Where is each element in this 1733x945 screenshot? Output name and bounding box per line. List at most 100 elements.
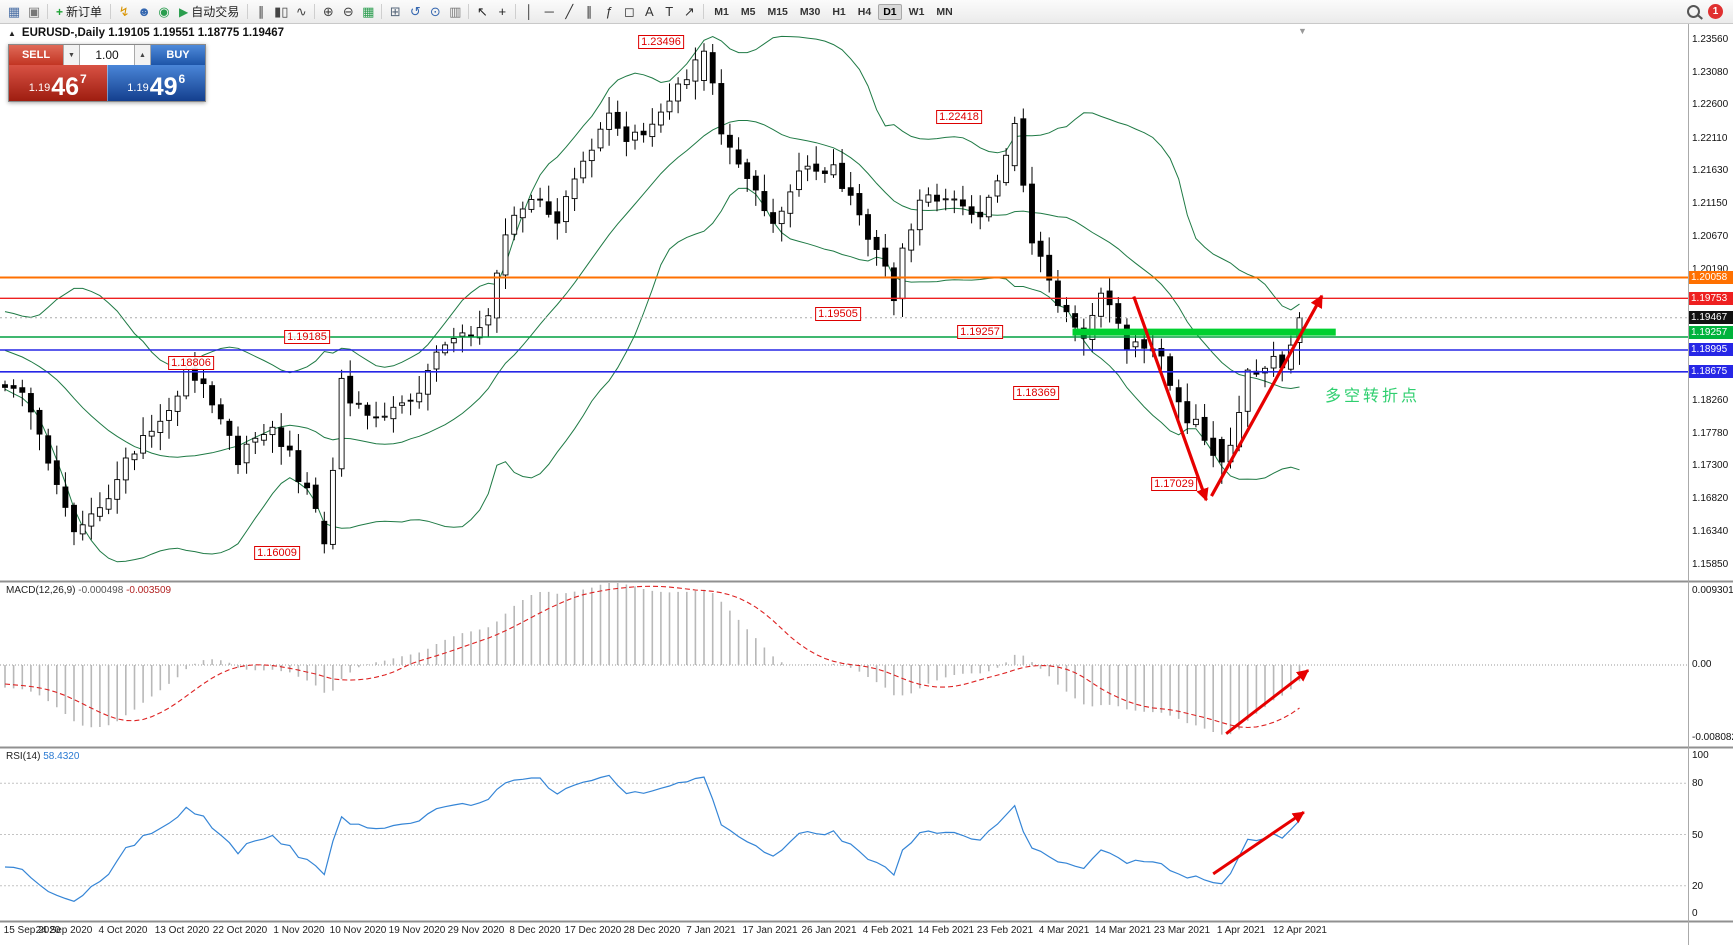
profiles-icon[interactable]: ▣ (27, 4, 41, 19)
cursor-icon[interactable]: ↖ (476, 4, 488, 19)
timeframe-button-h1[interactable]: H1 (832, 5, 846, 18)
macd-scale-label: 0.00 (1692, 659, 1712, 670)
sell-price-button[interactable]: 1.19 46 7 (9, 65, 107, 101)
volume-input[interactable]: 1.00 (80, 45, 134, 65)
macd-scale-label: 0.009301 (1692, 585, 1733, 596)
notification-badge[interactable]: 1 (1708, 4, 1723, 19)
navigator-icon[interactable]: ↺ (409, 4, 421, 19)
volume-down-button[interactable]: ▼ (63, 45, 80, 65)
price-callout-label[interactable]: 1.18806 (168, 356, 214, 370)
tile-windows-icon[interactable]: ⊞ (389, 4, 401, 19)
autotrading-button-icon: ▶ (179, 4, 189, 19)
toolbar-separator (314, 4, 316, 19)
shapes-icon[interactable]: ◻ (623, 4, 635, 19)
timeframe-button-h4[interactable]: H4 (857, 5, 872, 18)
text-icon[interactable]: A (644, 4, 654, 19)
price-callout-label[interactable]: 1.22418 (936, 110, 982, 124)
date-axis-label: 17 Dec 2020 (564, 925, 622, 936)
arrow-tool-icon[interactable]: ↗ (683, 4, 695, 19)
price-scale-badge: 1.19467 (1689, 311, 1733, 324)
chart-graphics (0, 24, 1733, 945)
scroll-end-icon[interactable]: ▼ (1298, 26, 1307, 36)
annotation-text[interactable]: 多空转折点 (1325, 388, 1421, 405)
date-axis-label: 26 Jan 2021 (801, 925, 857, 936)
autotrading-button[interactable]: ▶ 自动交易 (174, 3, 244, 21)
bars-chart-icon[interactable]: ∥ (258, 4, 265, 19)
search-icon[interactable] (1687, 5, 1700, 18)
price-callout-label[interactable]: 1.19257 (957, 325, 1003, 339)
price-callout-label[interactable]: 1.17029 (1151, 477, 1197, 491)
label-icon[interactable]: T (665, 4, 674, 19)
date-axis-label: 12 Apr 2021 (1273, 925, 1327, 936)
buy-button[interactable]: BUY (151, 45, 205, 65)
date-axis-label: 24 Sep 2020 (35, 925, 93, 936)
timeframe-button-w1[interactable]: W1 (908, 5, 925, 18)
rsi-scale-label: 80 (1692, 778, 1704, 789)
date-axis-label: 17 Jan 2021 (742, 925, 798, 936)
price-scale-label: 1.20670 (1692, 231, 1729, 242)
price-callout-label[interactable]: 1.23496 (638, 35, 684, 49)
price-scale-label: 1.20190 (1692, 264, 1729, 275)
toolbar-separator (110, 4, 112, 19)
line-chart-icon[interactable]: ∿ (295, 4, 307, 19)
date-axis-label: 23 Feb 2021 (976, 925, 1034, 936)
volume-up-button[interactable]: ▲ (134, 45, 151, 65)
toolbar-separator (247, 4, 249, 19)
timeframe-button-d1[interactable]: D1 (878, 3, 902, 20)
date-axis-label: 1 Nov 2020 (273, 925, 325, 936)
candles-chart-icon[interactable]: ▮▯ (274, 4, 289, 19)
fibonacci-icon[interactable]: ƒ (605, 4, 613, 19)
trendline-icon[interactable]: ╱ (565, 4, 574, 19)
price-scale-label: 1.16820 (1692, 493, 1729, 504)
zoom-in-icon[interactable]: ⊕ (322, 4, 334, 19)
terminal-icon[interactable]: ⊙ (429, 4, 441, 19)
price-callout-label[interactable]: 1.16009 (254, 546, 300, 560)
date-axis-label: 13 Oct 2020 (154, 925, 210, 936)
sell-price-big: 46 (51, 73, 80, 101)
price-callout-label[interactable]: 1.18369 (1013, 386, 1059, 400)
market-icon[interactable]: ◉ (158, 4, 170, 19)
timeframe-button-m30[interactable]: M30 (799, 5, 821, 18)
toolbar-separator (381, 4, 383, 19)
date-axis-label: 29 Nov 2020 (447, 925, 505, 936)
date-axis-label: 22 Oct 2020 (212, 925, 268, 936)
new-order-button-label: 新订单 (66, 5, 103, 19)
vertical-line-icon[interactable]: │ (525, 4, 534, 19)
alerts-icon[interactable]: ↯ (118, 4, 130, 19)
tester-icon[interactable]: ▥ (449, 4, 462, 19)
channel-icon[interactable]: ∥ (586, 4, 593, 19)
new-chart-icon[interactable]: ▦ (7, 4, 21, 19)
buy-price-sup: 6 (178, 72, 186, 86)
price-scale-badge: 1.20058 (1689, 271, 1733, 284)
grid-icon[interactable]: ▦ (362, 4, 375, 19)
macd-indicator-label: MACD(12,26,9) -0.000498 -0.003509 (6, 585, 172, 596)
community-icon[interactable]: ☻ (137, 4, 151, 19)
date-axis-label: 7 Jan 2021 (686, 925, 736, 936)
sell-price-sup: 7 (80, 72, 87, 86)
price-scale-label: 1.22600 (1692, 99, 1729, 110)
sell-button[interactable]: SELL (9, 45, 63, 65)
date-axis-label: 1 Apr 2021 (1216, 925, 1266, 936)
price-callout-label[interactable]: 1.19505 (815, 307, 861, 321)
buy-price-button[interactable]: 1.19 49 6 (106, 65, 205, 101)
price-scale-label: 1.17300 (1692, 460, 1729, 471)
timeframe-button-m5[interactable]: M5 (740, 5, 756, 18)
symbol-ohlc-line: ▲ EURUSD-,Daily 1.19105 1.19551 1.18775 … (8, 27, 284, 39)
timeframe-button-m15[interactable]: M15 (767, 5, 788, 18)
new-order-button[interactable]: + 新订单 (51, 3, 107, 21)
date-axis-label: 14 Feb 2021 (917, 925, 975, 936)
price-scale-badge: 1.19753 (1689, 292, 1733, 305)
price-scale-label: 1.18260 (1692, 395, 1729, 406)
chart-area[interactable]: ▲ EURUSD-,Daily 1.19105 1.19551 1.18775 … (0, 24, 1733, 945)
date-axis-label: 23 Mar 2021 (1153, 925, 1211, 936)
horizontal-line-icon[interactable]: ─ (544, 4, 554, 19)
crosshair-icon[interactable]: + (498, 4, 507, 19)
timeframe-button-m1[interactable]: M1 (714, 5, 729, 18)
zoom-out-icon[interactable]: ⊖ (342, 4, 354, 19)
timeframe-button-mn[interactable]: MN (936, 5, 953, 18)
toolbar-separator (47, 4, 48, 19)
collapse-widget-icon[interactable]: ▲ (8, 28, 16, 38)
price-callout-label[interactable]: 1.19185 (284, 330, 330, 344)
toolbar-separator (515, 4, 517, 19)
